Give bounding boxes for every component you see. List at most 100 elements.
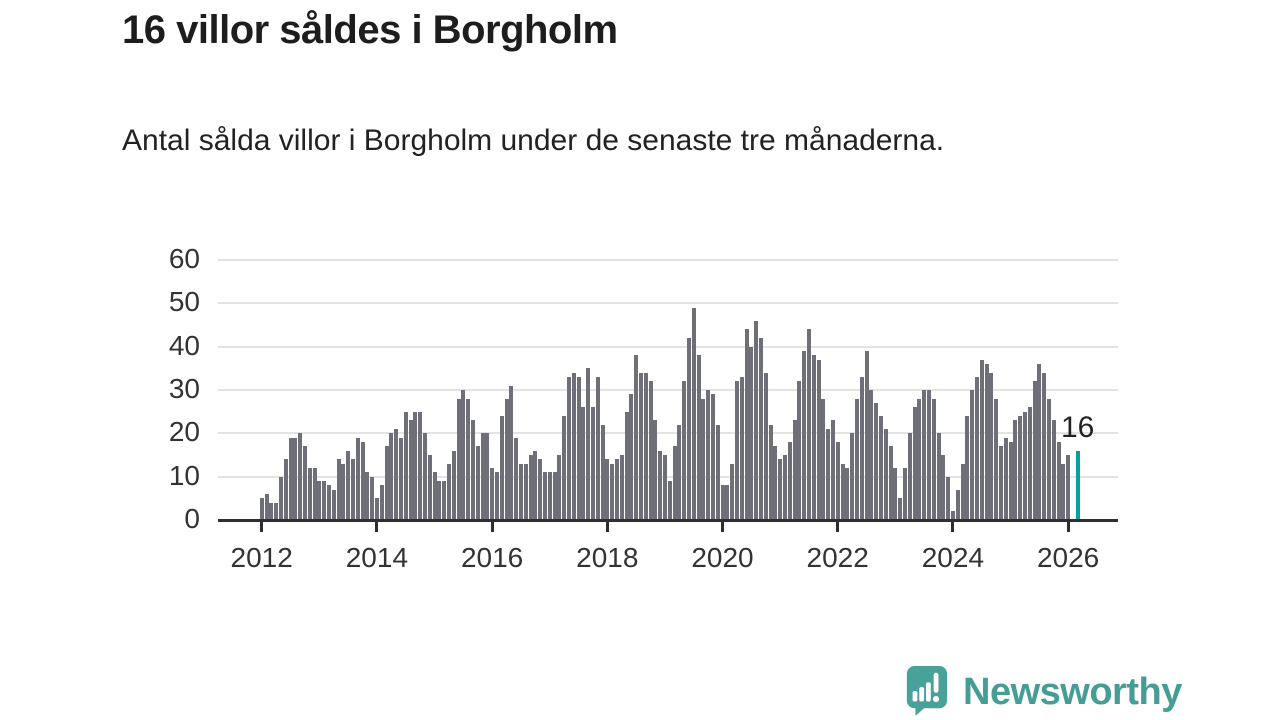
bar <box>806 329 811 520</box>
bar <box>499 416 504 520</box>
bar <box>720 485 725 520</box>
x-tick-label: 2012 <box>230 542 293 573</box>
bar <box>811 355 816 520</box>
x-tick <box>836 521 840 532</box>
bar <box>509 385 514 520</box>
bar <box>331 489 336 520</box>
bar <box>336 459 341 520</box>
y-tick-label: 10 <box>168 459 200 491</box>
x-tick <box>1066 521 1070 532</box>
bar <box>787 442 792 520</box>
bar <box>264 494 269 520</box>
bar <box>744 329 749 520</box>
bar <box>562 416 567 520</box>
bar <box>552 472 557 520</box>
bar <box>643 372 648 520</box>
brand-name: Newsworthy <box>963 671 1182 713</box>
bar <box>667 481 672 520</box>
bar <box>298 433 303 520</box>
bar <box>941 455 946 520</box>
bar <box>542 472 547 520</box>
bar <box>374 498 379 520</box>
bar <box>418 411 423 520</box>
bar <box>869 390 874 520</box>
bar <box>461 390 466 520</box>
bar <box>432 472 437 520</box>
bar <box>1013 420 1018 520</box>
bar <box>898 498 903 520</box>
bar <box>581 407 586 520</box>
bar <box>936 433 941 520</box>
y-tick-label: 40 <box>168 329 200 361</box>
bar <box>341 463 346 520</box>
bar <box>600 424 605 520</box>
bar <box>734 381 739 520</box>
bar <box>922 390 927 520</box>
y-tick-label: 0 <box>184 503 200 534</box>
x-tick <box>721 521 724 532</box>
bar <box>955 489 960 520</box>
bar <box>610 463 615 520</box>
bar <box>360 442 365 520</box>
bar <box>931 398 936 520</box>
bar <box>859 377 864 520</box>
bar <box>413 411 418 520</box>
x-tick-label: 2020 <box>691 542 754 573</box>
bar <box>1042 372 1047 520</box>
bar <box>893 468 898 520</box>
bar <box>715 424 720 520</box>
bar <box>1046 398 1051 520</box>
bar <box>758 338 763 520</box>
bar <box>965 416 970 520</box>
bar <box>389 433 394 520</box>
bar <box>797 381 802 520</box>
bar <box>696 355 701 520</box>
gridline <box>218 345 1118 348</box>
bar <box>653 420 658 520</box>
bar <box>312 468 317 520</box>
bar <box>984 364 989 520</box>
highlight-bar <box>1075 450 1080 520</box>
bar <box>370 476 375 520</box>
bar <box>278 476 283 520</box>
page-title: 16 villor såldes i Borgholm <box>122 8 618 52</box>
bar <box>379 485 384 520</box>
bar <box>293 437 298 520</box>
gridline <box>218 475 1118 478</box>
bar <box>826 429 831 520</box>
y-tick-label: 60 <box>168 243 200 274</box>
bar <box>437 481 442 520</box>
bar <box>840 463 845 520</box>
bar <box>792 420 797 520</box>
x-tick-label: 2024 <box>921 542 985 573</box>
bar <box>504 398 509 520</box>
y-tick-label: 50 <box>168 286 200 318</box>
bar <box>480 433 485 520</box>
x-axis-line <box>218 519 1118 522</box>
bar <box>672 446 677 520</box>
bar <box>470 420 475 520</box>
bar <box>926 390 931 520</box>
bar <box>576 377 581 520</box>
bar <box>547 472 552 520</box>
bar <box>456 398 461 520</box>
bar <box>662 455 667 520</box>
gridline <box>218 432 1118 435</box>
bar <box>595 377 600 520</box>
bar <box>302 446 307 520</box>
bar <box>946 476 951 520</box>
bar <box>1056 442 1061 520</box>
x-tick <box>951 521 955 532</box>
bar <box>365 472 370 520</box>
bar <box>403 411 408 520</box>
bar <box>1008 442 1013 520</box>
bar <box>907 433 912 520</box>
bar <box>355 437 360 520</box>
bar <box>994 398 999 520</box>
bar <box>749 346 754 520</box>
bar <box>326 485 331 520</box>
bar <box>883 429 888 520</box>
bar <box>614 459 619 520</box>
bar <box>710 394 715 520</box>
